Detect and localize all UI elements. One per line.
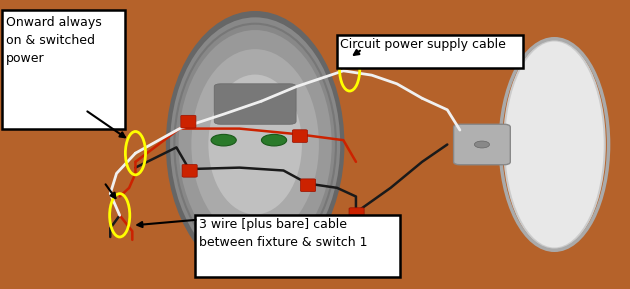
FancyBboxPatch shape (195, 215, 400, 277)
FancyBboxPatch shape (181, 115, 196, 128)
Ellipse shape (166, 11, 345, 278)
FancyBboxPatch shape (454, 124, 510, 165)
FancyBboxPatch shape (2, 10, 125, 129)
Ellipse shape (209, 75, 302, 214)
Ellipse shape (179, 30, 331, 259)
FancyBboxPatch shape (214, 84, 296, 124)
Text: Onward always
on & switched
power: Onward always on & switched power (6, 16, 102, 65)
Circle shape (211, 134, 236, 146)
Ellipse shape (192, 49, 319, 240)
Ellipse shape (504, 40, 605, 249)
Text: 3 wire [plus bare] cable
between fixture & switch 1: 3 wire [plus bare] cable between fixture… (199, 218, 367, 249)
Circle shape (474, 141, 490, 148)
FancyBboxPatch shape (349, 208, 364, 221)
Circle shape (261, 134, 287, 146)
Ellipse shape (170, 17, 340, 272)
FancyBboxPatch shape (337, 35, 523, 68)
FancyBboxPatch shape (301, 179, 316, 192)
Text: Circuit power supply cable: Circuit power supply cable (340, 38, 506, 51)
FancyBboxPatch shape (182, 164, 197, 177)
FancyBboxPatch shape (292, 130, 307, 142)
